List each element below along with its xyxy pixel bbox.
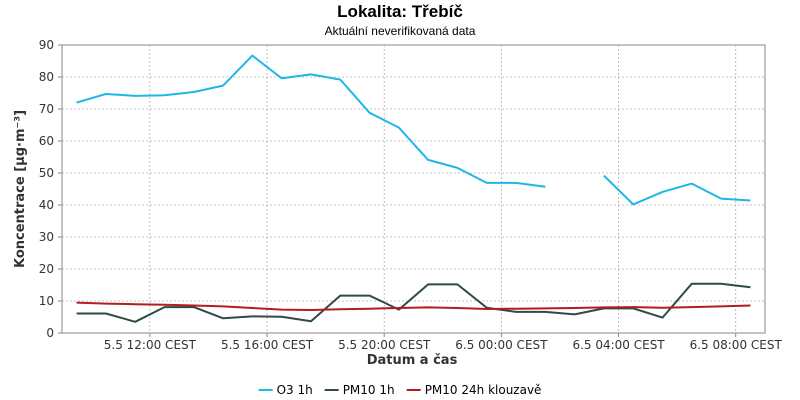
y-tick-label: 80 [39, 70, 54, 84]
chart-subtitle: Aktuální neverifikovaná data [325, 24, 476, 38]
x-tick-label: 5.5 12:00 CEST [104, 338, 197, 352]
x-tick-label: 6.5 04:00 CEST [572, 338, 665, 352]
y-tick-label: 30 [39, 230, 54, 244]
y-axis-label: Koncentrace [µg·m⁻³] [13, 110, 28, 268]
x-tick-label: 6.5 00:00 CEST [455, 338, 548, 352]
legend-item: PM10 24h klouzavě [406, 383, 542, 397]
x-axis-label: Datum a čas [367, 353, 458, 368]
series-2 [76, 282, 751, 323]
y-tick-label: 0 [46, 326, 54, 340]
x-tick-label: 5.5 16:00 CEST [221, 338, 314, 352]
series-line [76, 54, 546, 188]
plot-frame [61, 44, 766, 334]
plot-area: 0 10 20 30 40 50 60 70 80 90 5.5 12:00 CEST 5.5 16:… [39, 38, 783, 352]
y-tick-label: 70 [39, 102, 54, 116]
series-1 [76, 54, 751, 206]
chart-title: Lokalita: Třebíč [337, 2, 463, 21]
legend-label: PM10 1h [343, 383, 395, 397]
series-line [603, 174, 751, 206]
legend-label: PM10 24h klouzavě [425, 383, 542, 397]
legend-label: O3 1h [277, 383, 313, 397]
y-tick-label: 10 [39, 294, 54, 308]
y-tick-label: 20 [39, 262, 54, 276]
y-tick-label: 60 [39, 134, 54, 148]
x-tick-label: 6.5 08:00 CEST [690, 338, 783, 352]
legend-item: O3 1h [258, 383, 313, 397]
legend-item: PM10 1h [324, 383, 395, 397]
series-line [76, 301, 751, 311]
legend: O3 1h PM10 1h PM10 24h klouzavě [258, 383, 542, 397]
y-tick-label: 50 [39, 166, 54, 180]
series-3 [76, 301, 751, 311]
y-tick-label: 90 [39, 38, 54, 52]
y-tick-label: 40 [39, 198, 54, 212]
series-line [76, 282, 751, 323]
x-tick-label: 5.5 20:00 CEST [338, 338, 431, 352]
